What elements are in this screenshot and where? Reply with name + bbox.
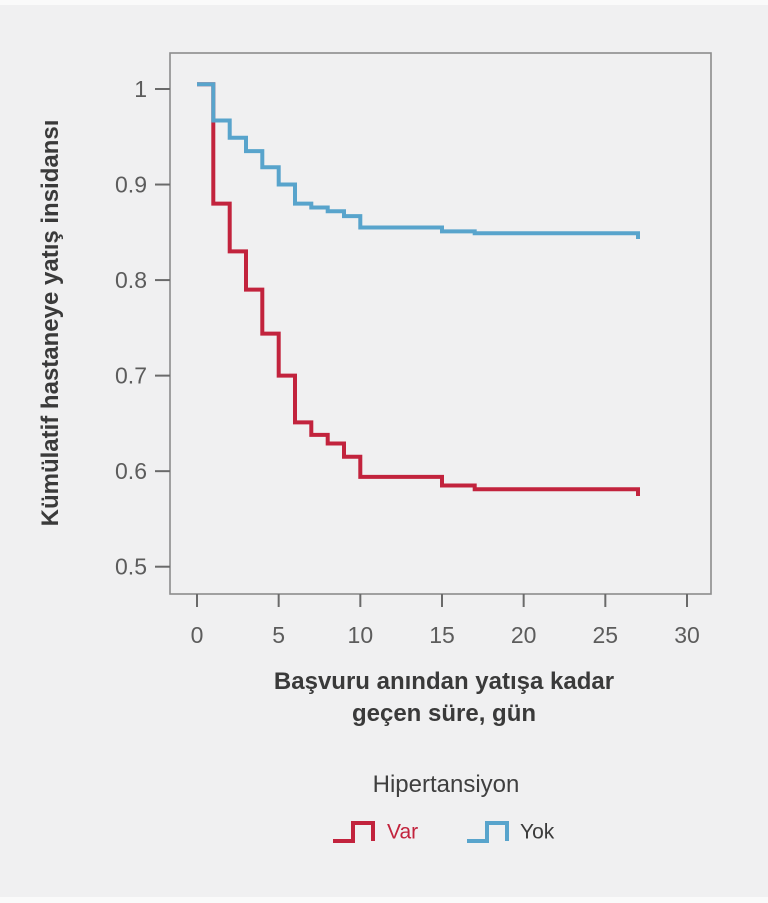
x-tick-label: 30 (674, 622, 700, 648)
y-tick-label: 1 (134, 76, 147, 102)
legend-label-var: Var (387, 821, 418, 844)
x-tick-label: 0 (191, 622, 204, 648)
legend-label-yok: Yok (520, 821, 555, 844)
legend-title: Hipertansiyon (373, 771, 520, 798)
x-axis-ticks: 0 5 10 15 20 25 30 (191, 594, 700, 648)
y-tick-label: 0.6 (115, 458, 147, 484)
x-axis-title-line2: geçen süre, gün (352, 700, 536, 727)
y-axis-title: Kümülatif hastaneye yatış insidansı (37, 120, 64, 527)
legend-items: Var Yok (333, 821, 555, 844)
y-tick-label: 0.7 (115, 363, 147, 389)
curve-var (197, 82, 640, 496)
y-axis-ticks: 1 0.9 0.8 0.7 0.6 0.5 (115, 76, 170, 580)
y-tick-label: 0.9 (115, 172, 147, 198)
x-axis-title-line1: Başvuru anından yatışa kadar (274, 668, 614, 695)
x-tick-label: 5 (272, 622, 285, 648)
plot-frame (169, 52, 712, 595)
survival-curves (197, 82, 640, 496)
y-tick-label: 0.5 (115, 554, 147, 580)
top-edge-band (0, 0, 768, 5)
x-tick-label: 25 (593, 622, 619, 648)
x-tick-label: 15 (429, 622, 455, 648)
bottom-edge-band (0, 897, 768, 903)
x-tick-label: 10 (348, 622, 374, 648)
y-tick-label: 0.8 (115, 267, 147, 293)
curve-yok (197, 82, 640, 239)
x-tick-label: 20 (511, 622, 537, 648)
legend-swatch-yok (467, 821, 509, 843)
legend-swatch-var (333, 821, 375, 843)
